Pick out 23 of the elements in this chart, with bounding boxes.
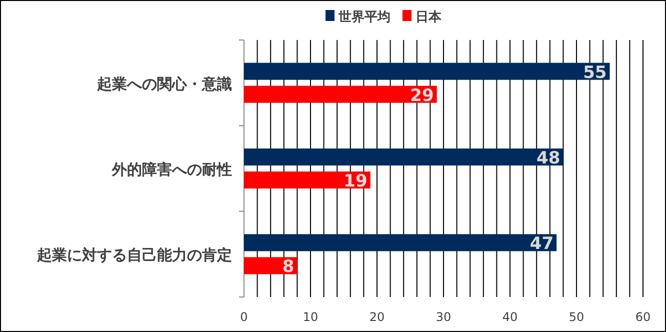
data-label: 19 (344, 172, 368, 192)
data-label: 55 (583, 62, 607, 83)
y-tick-label: 起業に対する自己能力の肯定 (36, 246, 232, 264)
legend-label: 世界平均 (338, 10, 390, 25)
x-tick-label: 60 (635, 310, 651, 324)
x-tick-label: 10 (302, 310, 318, 324)
y-tick-label: 外的障害への耐性 (111, 160, 232, 178)
x-tick-label: 0 (240, 310, 248, 324)
x-tick-label: 40 (502, 310, 518, 324)
x-tick-label: 30 (436, 310, 452, 324)
legend-label: 日本 (416, 10, 442, 25)
bar (244, 172, 370, 188)
data-label: 8 (282, 257, 294, 278)
bar (244, 62, 610, 80)
data-label: 48 (536, 148, 560, 168)
y-tick-label: 起業への関心・意識 (96, 74, 232, 93)
bar (244, 148, 564, 166)
x-tick-label: 50 (568, 310, 584, 324)
data-label: 47 (530, 234, 554, 254)
data-label: 29 (410, 86, 434, 106)
bar (244, 234, 557, 252)
x-tick-label: 20 (369, 310, 385, 324)
bar (244, 86, 437, 103)
